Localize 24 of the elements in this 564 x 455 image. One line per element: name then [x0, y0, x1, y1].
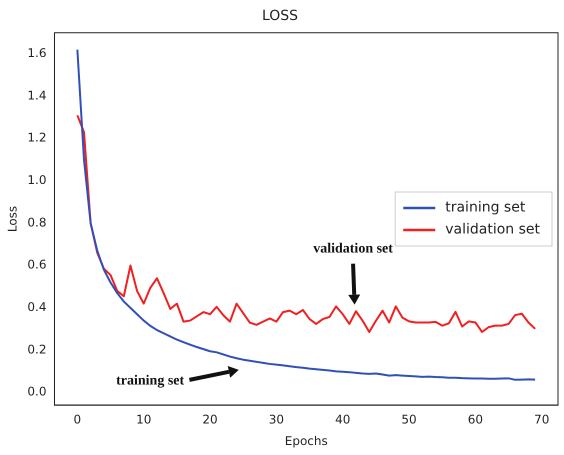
x-tick-label: 40: [335, 412, 350, 427]
x-tick-label: 20: [202, 412, 218, 427]
y-tick-label: 0.6: [27, 258, 46, 272]
annotation: training set: [116, 374, 185, 389]
y-tick-label: 1.4: [27, 88, 46, 102]
x-tick-label: 70: [534, 412, 550, 427]
x-tick-label: 0: [74, 412, 82, 427]
x-tick-label: 50: [401, 412, 417, 427]
y-tick-label: 1.6: [27, 46, 46, 60]
y-tick-label: 0.0: [27, 384, 46, 399]
x-tick-label: 10: [136, 412, 152, 427]
y-tick-label: 1.0: [27, 173, 46, 188]
y-tick-label: 1.2: [27, 130, 46, 145]
y-tick-label: 0.2: [27, 342, 46, 356]
x-tick-label: 30: [268, 412, 284, 427]
legend-label: training set: [445, 200, 526, 216]
y-axis-title: Loss: [5, 206, 20, 232]
x-tick-label: 60: [468, 412, 484, 427]
chart-title: LOSS: [262, 8, 298, 24]
annotation: validation set: [313, 241, 394, 256]
x-axis-title: Epochs: [284, 434, 328, 448]
legend-label: validation set: [445, 222, 541, 238]
y-tick-label: 0.8: [27, 215, 46, 230]
y-tick-label: 0.4: [27, 300, 46, 314]
